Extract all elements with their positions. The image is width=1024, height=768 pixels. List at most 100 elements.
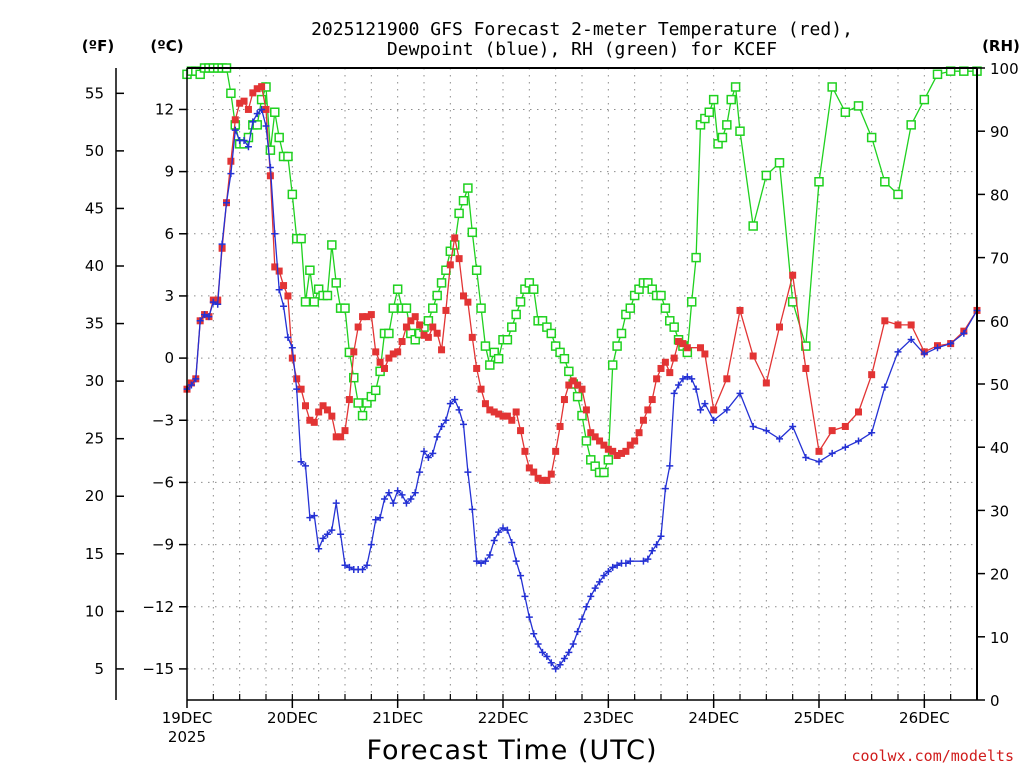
temperature-point-74 bbox=[508, 416, 516, 424]
dewpoint-point-5 bbox=[205, 313, 213, 321]
temperature-point-24 bbox=[288, 354, 296, 362]
dewpoint-point-30 bbox=[315, 545, 323, 553]
rh-point-135 bbox=[853, 101, 864, 111]
dewpoint-point-132 bbox=[907, 335, 915, 343]
rh-point-20 bbox=[270, 107, 280, 117]
dewpoint-point-131 bbox=[894, 348, 902, 356]
rh-point-109 bbox=[660, 303, 671, 313]
dewpoint-point-20 bbox=[271, 230, 279, 238]
temperature-point-75 bbox=[512, 408, 520, 416]
dewpoint-point-78 bbox=[525, 613, 533, 621]
temperature-point-121 bbox=[762, 379, 770, 387]
rh-point-24 bbox=[287, 189, 298, 200]
dewpoint-point-72 bbox=[499, 524, 507, 532]
temperature-point-29 bbox=[310, 418, 318, 426]
dewpoint-point-73 bbox=[503, 526, 511, 534]
dewpoint-point-112 bbox=[683, 373, 691, 381]
rh-point-111 bbox=[669, 322, 679, 332]
x-tick-label-7: 26DEC bbox=[899, 709, 950, 727]
rh-point-48 bbox=[392, 284, 403, 294]
temperature-point-77 bbox=[521, 447, 529, 455]
dewpoint-point-46 bbox=[385, 489, 393, 497]
temperature-point-97 bbox=[609, 447, 617, 455]
temperature-point-99 bbox=[618, 449, 625, 457]
rh-point-91 bbox=[581, 436, 592, 446]
celsius-unit-label: (ºC) bbox=[150, 37, 183, 55]
temperature-point-52 bbox=[411, 313, 419, 321]
celsius-tick-label-2: 6 bbox=[164, 225, 174, 243]
temperature-point-65 bbox=[468, 333, 476, 341]
temperature-point-102 bbox=[631, 437, 639, 445]
rh-point-125 bbox=[730, 82, 741, 92]
rh-point-29 bbox=[309, 297, 320, 307]
dewpoint-point-56 bbox=[429, 449, 437, 457]
dewpoint-point-109 bbox=[670, 389, 678, 397]
dewpoint-point-101 bbox=[626, 557, 634, 565]
temperature-point-107 bbox=[653, 375, 661, 383]
rh-point-127 bbox=[748, 221, 758, 231]
rh-point-21 bbox=[274, 132, 284, 143]
rh-point-63 bbox=[458, 195, 469, 206]
dewpoint-point-82 bbox=[543, 652, 551, 660]
rh-tick-label-10: 0 bbox=[990, 692, 1000, 710]
x-tick-label-2: 21DEC bbox=[372, 709, 423, 727]
temperature-point-27 bbox=[302, 402, 309, 410]
dewpoint-point-127 bbox=[841, 443, 849, 451]
temperature-point-36 bbox=[341, 427, 349, 435]
temperature-point-82 bbox=[543, 476, 551, 484]
dewpoint-point-87 bbox=[565, 648, 573, 656]
dewpoint-point-55 bbox=[424, 454, 432, 462]
dewpoint-point-29 bbox=[310, 512, 318, 520]
rh-point-140 bbox=[919, 94, 930, 105]
rh-point-86 bbox=[559, 353, 570, 364]
temperature-point-112 bbox=[675, 338, 683, 346]
dewpoint-point-96 bbox=[604, 568, 612, 576]
dewpoint-point-65 bbox=[468, 505, 476, 513]
rh-tick-label-0: 100 bbox=[990, 60, 1019, 78]
rh-point-129 bbox=[774, 158, 785, 168]
temperature-point-66 bbox=[473, 364, 481, 372]
dewpoint-point-21 bbox=[275, 286, 283, 294]
rh-point-39 bbox=[353, 398, 363, 408]
temperature-point-53 bbox=[416, 321, 424, 329]
celsius-tick-label-8: −12 bbox=[142, 598, 174, 616]
temperature-point-57 bbox=[433, 329, 441, 337]
dewpoint-point-136 bbox=[960, 329, 968, 337]
x-tick-label-5: 24DEC bbox=[688, 709, 739, 727]
temperature-point-34 bbox=[332, 433, 340, 441]
temperature-point-21 bbox=[275, 267, 283, 275]
rh-point-74 bbox=[507, 322, 517, 332]
rh-point-90 bbox=[577, 410, 587, 421]
temperature-point-104 bbox=[639, 416, 647, 424]
temperature-point-38 bbox=[350, 348, 358, 356]
dewpoint-point-123 bbox=[789, 422, 797, 430]
dewpoint-point-64 bbox=[464, 468, 472, 476]
rh-tick-label-9: 10 bbox=[990, 629, 1009, 647]
temperature-point-94 bbox=[596, 437, 604, 445]
dewpoint-point-133 bbox=[920, 350, 928, 358]
temperature-point-119 bbox=[736, 306, 744, 314]
temperature-point-83 bbox=[547, 470, 555, 478]
temperature-point-45 bbox=[381, 364, 388, 372]
rh-tick-label-8: 20 bbox=[990, 566, 1009, 584]
dewpoint-point-34 bbox=[332, 499, 340, 507]
dewpoint-point-107 bbox=[661, 485, 669, 493]
rh-point-115 bbox=[686, 297, 697, 307]
x-tick-sublabel-0: 2025 bbox=[168, 728, 206, 746]
rh-point-55 bbox=[423, 316, 434, 326]
temperature-point-72 bbox=[499, 412, 507, 420]
dewpoint-point-103 bbox=[644, 555, 652, 563]
rh-point-66 bbox=[471, 265, 482, 275]
temperature-point-87 bbox=[565, 381, 573, 389]
rh-point-69 bbox=[485, 360, 495, 370]
rh-point-89 bbox=[572, 391, 583, 402]
temperature-point-68 bbox=[481, 400, 489, 408]
temperature-point-61 bbox=[451, 234, 459, 242]
temperature-point-96 bbox=[604, 445, 612, 453]
temperature-point-80 bbox=[534, 474, 542, 482]
temperature-point-90 bbox=[578, 385, 586, 393]
rh-point-137 bbox=[880, 177, 890, 187]
dewpoint-point-71 bbox=[495, 528, 503, 536]
dewpoint-point-14 bbox=[244, 143, 252, 151]
dewpoint-point-86 bbox=[560, 655, 568, 663]
